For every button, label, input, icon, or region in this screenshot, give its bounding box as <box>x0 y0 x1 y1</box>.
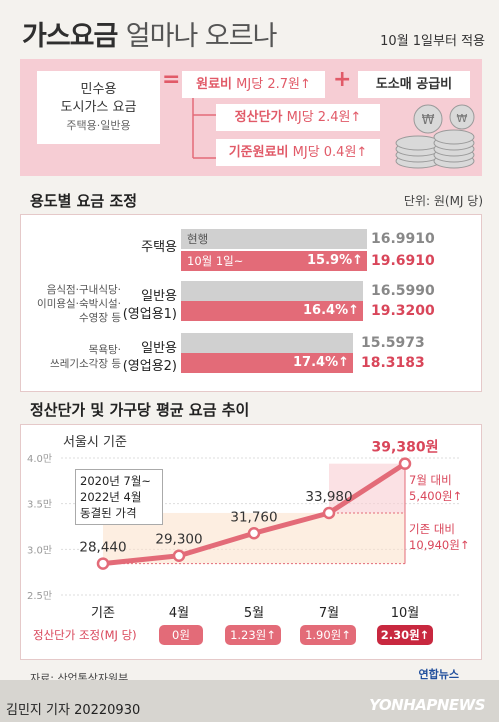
coins-illustration: ₩ ₩ <box>395 104 475 169</box>
section1-title: 용도별 요금 조정 <box>30 192 138 210</box>
row2-sublabel: 음식점·구내식당· 이미용실·숙박시설· 수영장 등 <box>37 284 121 324</box>
base-value: MJ당 0.4원↑ <box>292 145 368 160</box>
row3-label2: (영업용2) <box>122 359 177 374</box>
x-tick-label: 7월 <box>319 606 339 621</box>
yonhap-logo: YONHAPNEWS <box>369 696 485 714</box>
chart-subtitle: 서울시 기준 <box>63 435 127 450</box>
formula-left-line1: 민수용 <box>80 82 117 97</box>
formula-left-line2: 도시가스 요금 <box>60 100 137 115</box>
settle-value: MJ당 2.4원↑ <box>286 110 362 125</box>
title-rest: 얼마나 오르나 <box>125 21 278 52</box>
rate-panel: 주택용 현행 16.9910 10월 1일~ 15.9%↑ 19.6910 음식… <box>20 214 482 392</box>
logo-small: 연합뉴스 <box>418 668 459 681</box>
row1-label: 주택용 <box>141 240 177 255</box>
row1-bar-new: 10월 1일~ 15.9%↑ <box>181 251 367 271</box>
row3-current-value: 15.5973 <box>361 335 425 351</box>
raw-cost-value: MJ당 2.7원↑ <box>236 77 311 92</box>
formula-left-line3: 주택용·일반용 <box>66 119 131 132</box>
raw-cost-label: 원료비 <box>196 77 233 92</box>
plus-sign: + <box>333 67 352 92</box>
data-point <box>398 457 412 470</box>
pill-apr: 0원 <box>159 625 203 645</box>
x-tick-label: 4월 <box>169 606 189 621</box>
formula-connector <box>192 98 216 159</box>
row3-bar-current <box>181 333 353 353</box>
supply-cost-box: 도소매 공급비 <box>358 71 470 98</box>
page-title: 가스요금 얼마나 오르나 <box>22 14 278 53</box>
data-label: 28,440 <box>79 540 126 556</box>
pill-oct: 2.30원↑ <box>377 625 433 645</box>
data-label: 39,380원 <box>372 440 439 456</box>
legend-new: 10월 1일~ <box>187 254 244 268</box>
data-label: 31,760 <box>230 509 277 525</box>
row2-new-value: 19.3200 <box>371 303 435 319</box>
right-note-2: 기존 대비 10,940원↑ <box>409 522 470 552</box>
pill-row-label: 정산단가 조정(MJ 당) <box>33 628 137 642</box>
equals-sign: = <box>162 67 181 92</box>
row3-pct: 17.4%↑ <box>293 355 349 370</box>
right-note-1: 7월 대비 5,400원↑ <box>409 473 463 503</box>
coin-symbol: ₩ <box>457 112 468 125</box>
row3-bar-new: 17.4%↑ <box>181 353 353 373</box>
y-tick-label: 2.5만 <box>27 590 52 602</box>
section2-title: 정산단가 및 가구당 평균 요금 추이 <box>30 401 250 419</box>
data-label: 29,300 <box>155 532 202 548</box>
title-bold: 가스요금 <box>22 21 118 52</box>
y-tick-label: 4.0만 <box>27 453 52 465</box>
data-point <box>172 549 186 562</box>
x-tick-label: 기존 <box>91 606 115 621</box>
row3-label: 일반용 <box>141 341 177 356</box>
data-point <box>322 506 336 520</box>
raw-cost-box: 원료비 MJ당 2.7원↑ <box>182 71 325 98</box>
row1-pct: 15.9%↑ <box>307 253 363 268</box>
coin-symbol: ₩ <box>422 113 435 128</box>
x-tick-label: 5월 <box>244 606 264 621</box>
row3-new-value: 18.3183 <box>361 355 425 371</box>
row2-current-value: 16.5990 <box>371 283 435 299</box>
settle-box: 정산단가 MJ당 2.4원↑ <box>216 104 380 131</box>
y-tick-label: 3.5만 <box>27 499 52 511</box>
row2-label2: (영업용1) <box>122 307 177 322</box>
base-label: 기준원료비 <box>228 145 289 160</box>
footer-bar <box>0 680 499 722</box>
settle-label: 정산단가 <box>234 110 283 125</box>
row2-bar-new: 16.4%↑ <box>181 301 363 321</box>
pill-jul: 1.90원↑ <box>300 625 356 645</box>
y-tick-label: 3.0만 <box>27 544 52 556</box>
base-box: 기준원료비 MJ당 0.4원↑ <box>216 139 380 166</box>
row2-bar-current <box>181 281 363 301</box>
pill-may: 1.23원↑ <box>225 625 281 645</box>
row1-new-value: 19.6910 <box>371 253 435 269</box>
legend-current: 현행 <box>187 232 209 246</box>
byline: 김민지 기자 20220930 <box>6 703 141 718</box>
row2-label: 일반용 <box>141 289 177 304</box>
row3-sublabel: 목욕탕· 쓰레기소각장 등 <box>50 344 121 370</box>
row1-bar-current: 현행 <box>181 229 367 249</box>
trend-panel: 서울시 기준 2.5만 3.0만 3.5만 4.0만 28,440 29,300 31,7… <box>20 424 482 660</box>
unit-label: 단위: 원(MJ 당) <box>403 194 483 208</box>
trend-chart: 2.5만 3.0만 3.5만 4.0만 28,440 29,300 31,760 33,98… <box>27 440 461 621</box>
x-tick-label: 10월 <box>391 606 420 621</box>
data-point <box>96 557 110 570</box>
formula-box: 민수용 도시가스 요금 주택용·일반용 = 원료비 MJ당 2.7원↑ + 도소… <box>20 59 482 176</box>
formula-left-box: 민수용 도시가스 요금 주택용·일반용 <box>37 71 160 144</box>
row2-pct: 16.4%↑ <box>303 303 359 318</box>
effective-date: 10월 1일부터 적용 <box>380 34 485 49</box>
frozen-note: 2020년 7월~ 2022년 4월 동결된 가격 <box>75 469 163 525</box>
data-point <box>247 527 261 540</box>
row1-current-value: 16.9910 <box>371 231 435 247</box>
data-label: 33,980 <box>305 489 352 505</box>
